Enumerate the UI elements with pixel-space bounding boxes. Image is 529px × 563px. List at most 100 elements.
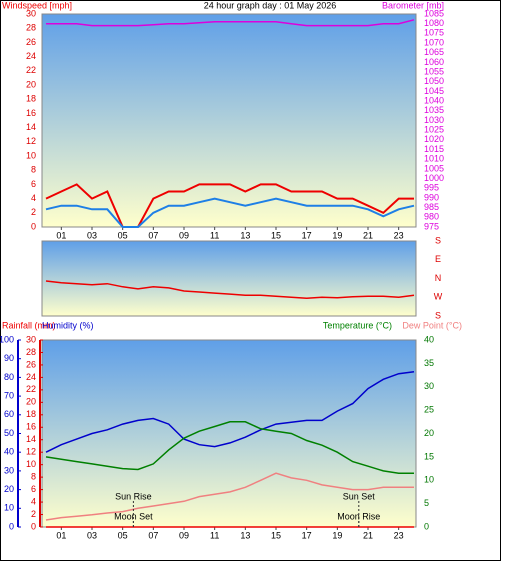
y-tick-label: 30 — [4, 465, 14, 475]
y-tick-label: E — [435, 254, 441, 264]
y-tick-label: 1015 — [424, 144, 444, 154]
y-tick-label: 20 — [26, 397, 36, 407]
chart-title: 24 hour graph day : 01 May 2026 — [204, 0, 337, 10]
series-label: Windspeed [mph] — [2, 0, 72, 10]
y-tick-label: 12 — [26, 136, 36, 146]
y-tick-label: 100 — [0, 334, 14, 344]
annotation: Sun Rise — [115, 491, 152, 501]
y-tick-label: 20 — [424, 428, 434, 438]
y-tick-label: 70 — [4, 390, 14, 400]
x-tick-label: 21 — [363, 230, 373, 240]
y-tick-label: 40 — [4, 447, 14, 457]
x-tick-label: 09 — [179, 230, 189, 240]
y-tick-label: 60 — [4, 409, 14, 419]
y-tick-label: 80 — [4, 372, 14, 382]
y-tick-label: 1050 — [424, 76, 444, 86]
y-tick-label: 26 — [26, 37, 36, 47]
y-tick-label: 985 — [424, 202, 439, 212]
series-label: Humidity (%) — [42, 320, 94, 330]
series-label: Dew Point (°C) — [402, 320, 462, 330]
y-tick-label: 35 — [424, 358, 434, 368]
y-tick-label: 22 — [26, 65, 36, 75]
y-tick-label: 90 — [4, 353, 14, 363]
y-tick-label: 1040 — [424, 96, 444, 106]
y-tick-label: 6 — [31, 484, 36, 494]
y-tick-label: 14 — [26, 434, 36, 444]
y-tick-label: 990 — [424, 192, 439, 202]
plot-area — [41, 240, 417, 317]
y-tick-label: 28 — [26, 347, 36, 357]
y-tick-label: 4 — [31, 496, 36, 506]
y-tick-label: N — [435, 273, 442, 283]
y-tick-label: S — [435, 235, 441, 245]
x-tick-label: 01 — [56, 230, 66, 240]
series-line — [45, 183, 414, 228]
x-tick-label: 17 — [302, 230, 312, 240]
series-label: Rainfall (mm) — [2, 320, 56, 330]
x-tick-label: 11 — [210, 230, 219, 240]
y-tick-label: 1070 — [424, 37, 444, 47]
x-tick-label: 03 — [87, 530, 97, 540]
y-tick-label: 24 — [26, 51, 36, 61]
x-tick-label: 05 — [118, 230, 128, 240]
x-tick-label: 15 — [271, 230, 281, 240]
y-tick-label: 15 — [424, 451, 434, 461]
x-tick-label: 05 — [118, 530, 128, 540]
y-tick-label: 16 — [26, 422, 36, 432]
y-tick-label: 50 — [4, 428, 14, 438]
y-tick-label: 1030 — [424, 115, 444, 125]
y-tick-label: 4 — [31, 193, 36, 203]
series-line — [45, 280, 415, 300]
y-tick-label: 25 — [424, 405, 434, 415]
y-tick-label: 1060 — [424, 57, 444, 67]
y-tick-label: 8 — [31, 472, 36, 482]
y-tick-label: 30 — [424, 381, 434, 391]
y-tick-label: 1075 — [424, 28, 444, 38]
y-tick-label: 20 — [26, 79, 36, 89]
annotation: Sun Set — [343, 491, 376, 501]
y-tick-label: 10 — [26, 150, 36, 160]
x-tick-label: 19 — [332, 230, 342, 240]
y-tick-label: 18 — [26, 409, 36, 419]
series-line — [45, 371, 415, 453]
x-tick-label: 03 — [87, 230, 97, 240]
y-tick-label: 12 — [26, 447, 36, 457]
y-tick-label: 980 — [424, 212, 439, 222]
x-tick-label: 09 — [179, 530, 189, 540]
y-tick-label: 995 — [424, 183, 439, 193]
y-tick-label: 18 — [26, 94, 36, 104]
y-tick-label: 1085 — [424, 8, 444, 18]
x-tick-label: 07 — [148, 230, 158, 240]
x-tick-label: 17 — [302, 530, 312, 540]
y-tick-label: 1045 — [424, 86, 444, 96]
x-tick-label: 07 — [148, 530, 158, 540]
y-tick-label: 16 — [26, 108, 36, 118]
x-tick-label: 11 — [210, 530, 219, 540]
y-tick-label: 8 — [31, 165, 36, 175]
y-tick-label: 0 — [9, 521, 14, 531]
y-tick-label: 5 — [424, 498, 429, 508]
series-line — [45, 421, 414, 474]
y-tick-label: 2 — [31, 207, 36, 217]
y-tick-label: 10 — [424, 475, 434, 485]
x-tick-label: 13 — [240, 530, 250, 540]
series-line — [46, 19, 415, 27]
y-tick-label: 0 — [424, 521, 429, 531]
y-tick-label: 20 — [4, 484, 14, 494]
y-tick-label: 1080 — [424, 18, 444, 28]
x-tick-label: 23 — [394, 230, 404, 240]
annotation: Moon Rise — [337, 511, 380, 521]
plot-area — [41, 339, 417, 528]
y-tick-label: 1000 — [424, 173, 444, 183]
y-tick-label: 1035 — [424, 105, 444, 115]
y-tick-label: 975 — [424, 221, 439, 231]
y-tick-label: 30 — [26, 8, 36, 18]
y-tick-label: 6 — [31, 179, 36, 189]
series-label: Temperature (°C) — [323, 320, 392, 330]
y-tick-label: 24 — [26, 372, 36, 382]
y-tick-label: 0 — [31, 221, 36, 231]
annotation: Moon Set — [114, 511, 153, 521]
x-tick-label: 23 — [394, 530, 404, 540]
y-tick-label: 1020 — [424, 134, 444, 144]
